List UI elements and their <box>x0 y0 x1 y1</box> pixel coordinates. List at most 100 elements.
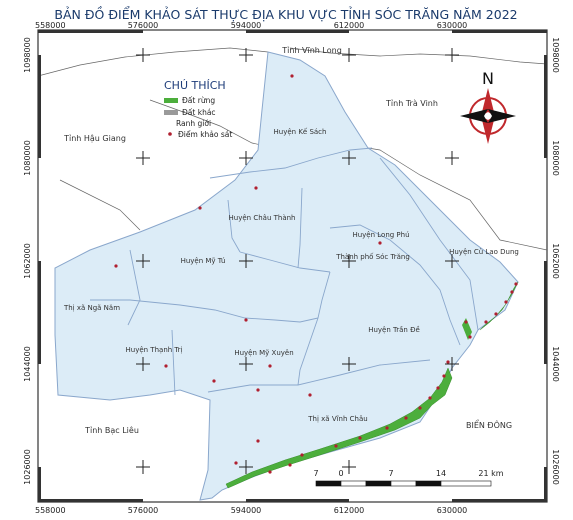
survey-point <box>164 364 168 368</box>
label-nga-nam: Thị xã Ngã Năm <box>63 304 120 312</box>
survey-point <box>256 388 260 392</box>
north-arrow: N <box>460 69 516 144</box>
survey-point <box>212 379 216 383</box>
grid-crosses <box>136 48 459 474</box>
legend: CHÚ THÍCH Đất rừng Đất khác Ranh giới Đi… <box>164 79 232 139</box>
survey-point <box>288 463 292 467</box>
label-thanh-tri: Huyện Thạnh Trị <box>126 346 183 354</box>
legend-label-point: Điểm khảo sát <box>178 130 232 139</box>
survey-point <box>494 312 498 316</box>
survey-point <box>385 426 389 430</box>
x-tick-bottom-4: 612000 <box>334 506 365 515</box>
y-tick-left-1: 1098000 <box>23 37 32 73</box>
compass-south <box>481 116 495 144</box>
survey-point <box>308 393 312 397</box>
y-tick-right-5: 1026000 <box>551 449 560 485</box>
map-title: BẢN ĐỒ ĐIỂM KHẢO SÁT THỰC ĐỊA KHU VỰC TỈ… <box>54 6 517 22</box>
survey-point <box>268 364 272 368</box>
x-ticks-bottom: 558000 576000 594000 612000 630000 <box>35 506 467 515</box>
legend-swatch-other <box>164 110 178 115</box>
x-ticks-top: 558000 576000 594000 612000 630000 <box>35 21 467 30</box>
y-ticks-right: 1098000 1080000 1062000 1044000 1026000 <box>551 37 560 485</box>
scale-label-5: 21 km <box>478 469 503 478</box>
survey-point <box>244 318 248 322</box>
label-tran-de: Huyện Trần Đề <box>368 326 420 334</box>
x-tick-top-1: 558000 <box>35 21 66 30</box>
y-tick-right-1: 1098000 <box>551 37 560 73</box>
survey-point <box>418 406 422 410</box>
legend-swatch-point <box>168 132 172 136</box>
x-tick-top-4: 612000 <box>334 21 365 30</box>
y-tick-right-2: 1080000 <box>551 140 560 176</box>
x-tick-bottom-5: 630000 <box>437 506 468 515</box>
survey-point <box>504 300 508 304</box>
x-tick-top-5: 630000 <box>437 21 468 30</box>
scale-label-2: 0 <box>338 469 343 478</box>
survey-point <box>256 439 260 443</box>
survey-point <box>254 186 258 190</box>
compass-west <box>460 109 488 123</box>
survey-point <box>514 282 518 286</box>
survey-point <box>198 206 202 210</box>
survey-point <box>468 335 472 339</box>
label-vinh-chau: Thị xã Vĩnh Châu <box>307 415 367 423</box>
y-tick-left-3: 1062000 <box>23 243 32 279</box>
survey-point <box>268 470 272 474</box>
label-tra-vinh: Tỉnh Trà Vinh <box>385 98 438 108</box>
label-chau-thanh: Huyện Châu Thành <box>229 214 296 222</box>
label-my-xuyen: Huyện Mỹ Xuyên <box>234 349 293 357</box>
survey-point <box>484 320 488 324</box>
survey-point <box>378 241 382 245</box>
x-tick-top-2: 576000 <box>128 21 159 30</box>
survey-point <box>442 374 446 378</box>
y-ticks-left: 1098000 1080000 1062000 1044000 1026000 <box>23 37 32 485</box>
district-boundaries <box>90 147 479 396</box>
scale-label-4: 14 <box>436 469 446 478</box>
scale-bar: 7 0 7 14 21 km <box>313 469 504 487</box>
label-long-phu: Huyện Long Phú <box>352 231 409 239</box>
survey-point <box>300 453 304 457</box>
legend-title: CHÚ THÍCH <box>164 79 226 92</box>
scale-label-1: 7 <box>313 469 318 478</box>
x-tick-top-3: 594000 <box>231 21 262 30</box>
y-tick-right-4: 1044000 <box>551 346 560 382</box>
north-label: N <box>482 69 494 88</box>
legend-label-forest: Đất rừng <box>182 96 215 105</box>
survey-point <box>234 461 238 465</box>
x-tick-bottom-3: 594000 <box>231 506 262 515</box>
x-tick-bottom-1: 558000 <box>35 506 66 515</box>
label-cu-lao-dung: Huyện Cù Lao Dung <box>449 248 519 256</box>
y-tick-right-3: 1062000 <box>551 243 560 279</box>
compass-east <box>488 109 516 123</box>
survey-points <box>114 74 518 474</box>
label-bac-lieu: Tỉnh Bạc Liêu <box>84 425 139 436</box>
survey-point <box>428 396 432 400</box>
survey-point <box>436 386 440 390</box>
legend-label-other: Đất khác <box>182 108 216 117</box>
legend-swatch-forest <box>164 98 178 103</box>
scale-label-3: 7 <box>388 469 393 478</box>
label-tp-soc-trang: Thành phố Sóc Trăng <box>335 253 410 261</box>
y-tick-left-4: 1044000 <box>23 346 32 382</box>
legend-label-boundary: Ranh giới <box>176 119 211 128</box>
y-tick-left-5: 1026000 <box>23 449 32 485</box>
survey-point <box>114 264 118 268</box>
y-tick-left-2: 1080000 <box>23 140 32 176</box>
label-my-tu: Huyện Mỹ Tú <box>181 257 226 265</box>
compass-north <box>481 88 495 116</box>
survey-point <box>404 416 408 420</box>
survey-point <box>464 320 468 324</box>
survey-point <box>334 444 338 448</box>
frame-ticks <box>38 30 547 502</box>
survey-point <box>290 74 294 78</box>
label-ke-sach: Huyện Kế Sách <box>274 128 327 136</box>
label-vinh-long: Tỉnh Vĩnh Long <box>281 45 342 55</box>
survey-point <box>510 290 514 294</box>
sea-label: BIỂN ĐÔNG <box>466 418 512 430</box>
survey-point <box>358 436 362 440</box>
x-tick-bottom-2: 576000 <box>128 506 159 515</box>
label-hau-giang: Tỉnh Hậu Giang <box>63 133 126 144</box>
survey-point <box>446 360 450 364</box>
